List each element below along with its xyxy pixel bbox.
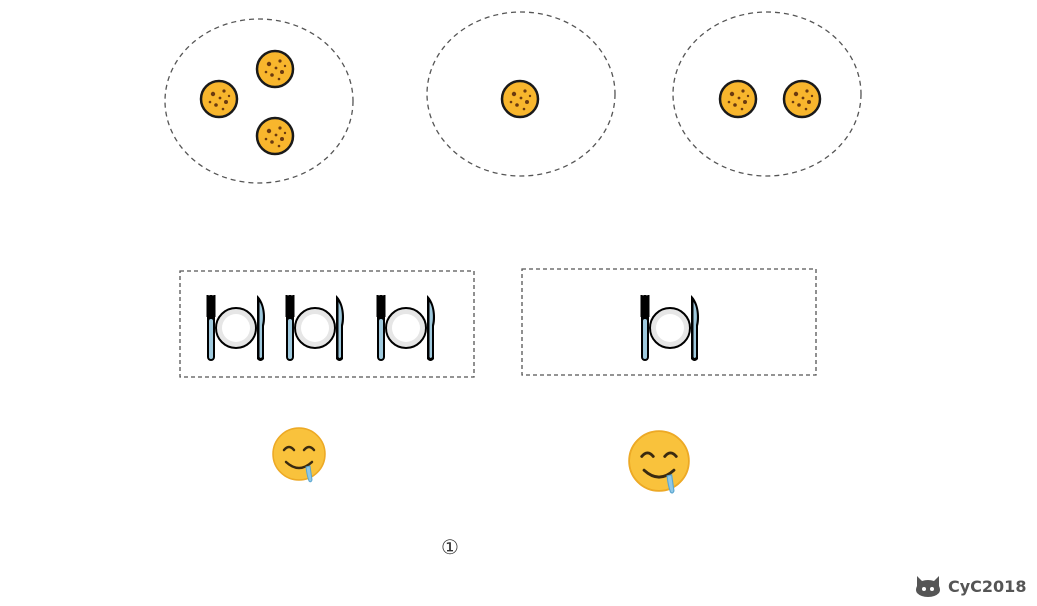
place-setting-icon xyxy=(639,294,701,362)
cookie-icon xyxy=(199,79,239,119)
cookie-icon xyxy=(255,116,295,156)
child-appetite-2 xyxy=(521,268,817,376)
place-setting-icon xyxy=(375,294,437,362)
github-cat-icon xyxy=(916,576,940,597)
cookie-icon xyxy=(500,79,540,119)
child-appetite-1 xyxy=(179,270,475,378)
place-setting-icon xyxy=(205,294,267,362)
cookie-plate-2 xyxy=(426,11,616,177)
cookie-icon xyxy=(255,49,295,89)
child-face-icon xyxy=(627,429,691,495)
child-face-icon xyxy=(271,426,327,484)
place-setting-icon xyxy=(284,294,346,362)
cookie-icon xyxy=(782,79,822,119)
cookie-plate-1 xyxy=(164,18,354,184)
cookie-icon xyxy=(718,79,758,119)
watermark-text: CyC2018 xyxy=(948,576,1027,596)
cookie-plate-3 xyxy=(672,11,862,177)
step-label: ① xyxy=(441,535,459,559)
watermark: CyC2018 xyxy=(914,574,1026,598)
